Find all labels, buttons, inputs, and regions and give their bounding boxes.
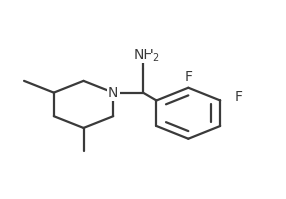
Text: 2: 2 [152,53,158,63]
Text: NH: NH [134,48,155,62]
Text: F: F [184,70,192,84]
Text: F: F [235,90,243,103]
Text: N: N [108,86,118,100]
